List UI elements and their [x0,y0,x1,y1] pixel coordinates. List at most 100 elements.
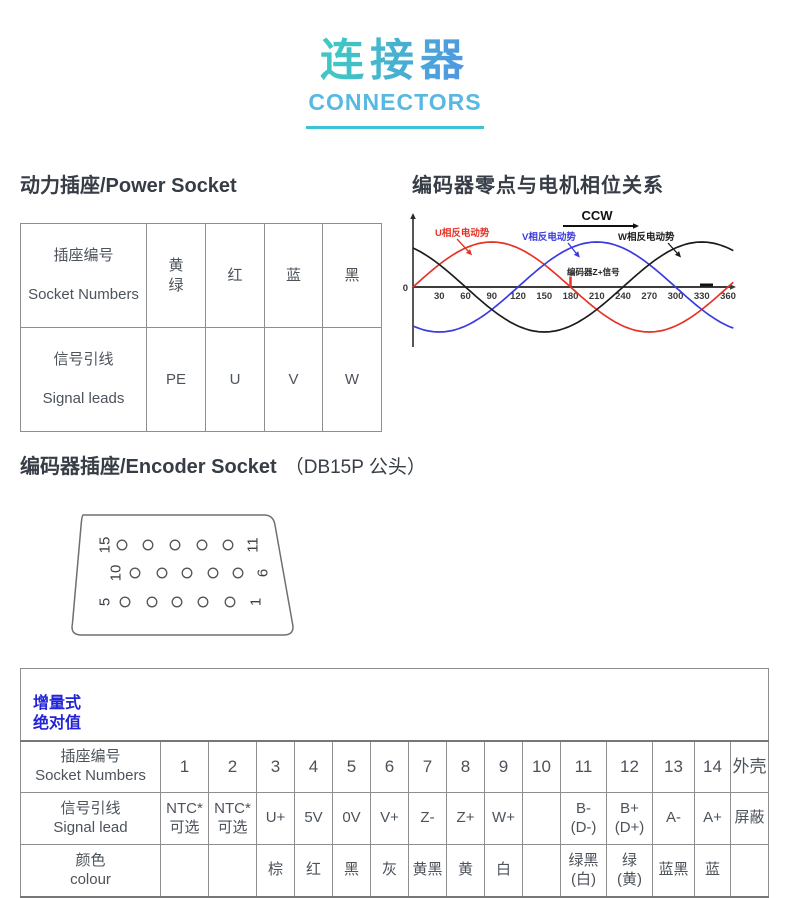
table-cell: 11 [560,740,607,794]
pin-number-label: 10 [108,565,125,582]
pin-hole [207,567,219,579]
pin-number-label: 11 [245,537,262,553]
phase-curve [412,241,734,333]
table-cell: 0V [332,792,371,846]
curve-label-arrow [567,242,577,254]
table-cell: 灰 [370,844,409,898]
curve-label-arrow-head [465,249,473,256]
row-label: 插座编号 Socket Numbers [20,223,147,328]
row-label: 信号引线 Signal leads [20,327,147,432]
phase-curve [412,241,734,333]
db15-shell-outline [71,514,294,636]
table-cell: 白 [484,844,523,898]
table-cell: 屏蔽 [729,792,770,846]
table-cell: Z- [408,792,447,846]
table-cell: W+ [484,792,523,846]
row-label: 插座编号 Socket Numbers [20,740,161,794]
z-signal-label: 编码器Z+信号 [567,267,620,277]
table-cell: NTC* 可选 [160,792,209,846]
table-row: 插座编号 Socket Numbers 1 2 3 4 5 6 7 8 9 10 11 12 13 14 外壳 [20,740,770,794]
table-cell: 蓝黑 [652,844,695,898]
axis-tick-label: 300 [668,291,684,302]
axis-tick-label: 60 [460,291,471,302]
table-cell: 6 [370,740,409,794]
power-socket-heading: 动力插座/Power Socket [20,175,237,197]
table-cell: 3 [256,740,295,794]
pin-hole [196,539,208,551]
encoder-pin-table: 增量式 绝对值 插座编号 Socket Numbers 1 2 3 4 5 6 7 8 9 10 11… [19,667,770,898]
db15-connector-diagram: 15 11 10 6 5 1 [71,514,294,636]
encoder-phase-heading: 编码器零点与电机相位关系 [412,175,664,197]
table-cell: V [264,327,323,432]
table-cell [522,792,561,846]
pin-hole [197,596,209,608]
pin-hole [142,539,154,551]
pin-hole [129,567,141,579]
table-cell: B- (D-) [560,792,607,846]
table-row: 信号引线 Signal leads PE U V W [20,327,382,432]
pin-number-label: 15 [97,537,114,554]
encoder-phase-chart: 0 30 60 90 120 150 180 210 240 270 300 330 360 CCW U相反… [403,208,736,347]
row-label-cn: 插座编号 [53,246,114,264]
table-row: 信号引线 Signal lead NTC* 可选 NTC* 可选 U+ 5V 0V V+ Z-… [20,792,770,846]
table-cell: U+ [256,792,295,846]
tab-incremental[interactable]: 增量式 [33,694,82,712]
page-title: 连接器 [320,24,470,88]
axis-tick-label: 240 [615,291,631,302]
tab-absolute[interactable]: 绝对值 [33,714,82,732]
table-cell: U [205,327,265,432]
row-label-en: Socket Numbers [28,286,139,304]
table-cell: 外壳 [729,740,770,794]
table-row: 插座编号 Socket Numbers 黄 绿 红 蓝 黑 [20,223,382,328]
axis-tick-label: 90 [487,291,498,302]
encoder-socket-heading: 编码器插座/Encoder Socket （DB15P 公头） [0,450,790,479]
table-cell: 10 [522,740,561,794]
pin-hole [222,539,234,551]
table-cell [522,844,561,898]
tabs-cell: 增量式 绝对值 [19,667,770,742]
axis-tick-label: 30 [434,291,445,302]
pin-hole [181,567,193,579]
axis-tick-label: 210 [589,291,605,302]
curve-label: W相反电动势 [618,231,675,243]
table-cell: 红 [205,223,265,328]
curve-label-arrow-head [674,251,682,258]
row-label: 信号引线 Signal lead [20,792,161,846]
table-cell: 5V [294,792,333,846]
pin-hole [169,539,181,551]
table-cell: 蓝 [694,844,731,898]
axis-tick-label: 180 [563,291,579,302]
table-cell: 12 [606,740,653,794]
table-cell [729,844,770,898]
pin-hole [156,567,168,579]
table-cell: 绿黑 (白) [560,844,607,898]
y-axis-head [410,213,416,219]
table-cell [160,844,209,898]
pin-hole [119,596,131,608]
pin-hole [116,539,128,551]
table-cell: 黄 [446,844,485,898]
pin-hole [232,567,244,579]
curve-label: V相反电动势 [522,231,576,243]
row-label-en: Signal leads [42,390,125,408]
axis-tick-label: 360 [720,291,736,302]
axis-tick-label: 150 [536,291,552,302]
ccw-label: CCW [581,208,613,223]
encoder-type-tabs: 增量式 绝对值 [19,667,770,742]
table-cell: 7 [408,740,447,794]
table-cell: 13 [652,740,695,794]
table-cell: 黄黑 [408,844,447,898]
table-cell: W [322,327,382,432]
title-divider [306,126,484,129]
table-cell: Z+ [446,792,485,846]
table-cell: 红 [294,844,333,898]
axis-tick-label: 120 [510,291,526,302]
table-cell: 8 [446,740,485,794]
origin-label: 0 [403,283,408,294]
pin-number-label: 6 [255,569,272,577]
table-cell: 绿 (黄) [606,844,653,898]
curve-label-arrow [456,238,469,252]
axis-tick-label: 330 [694,291,710,302]
row-label: 颜色 colour [20,844,161,898]
